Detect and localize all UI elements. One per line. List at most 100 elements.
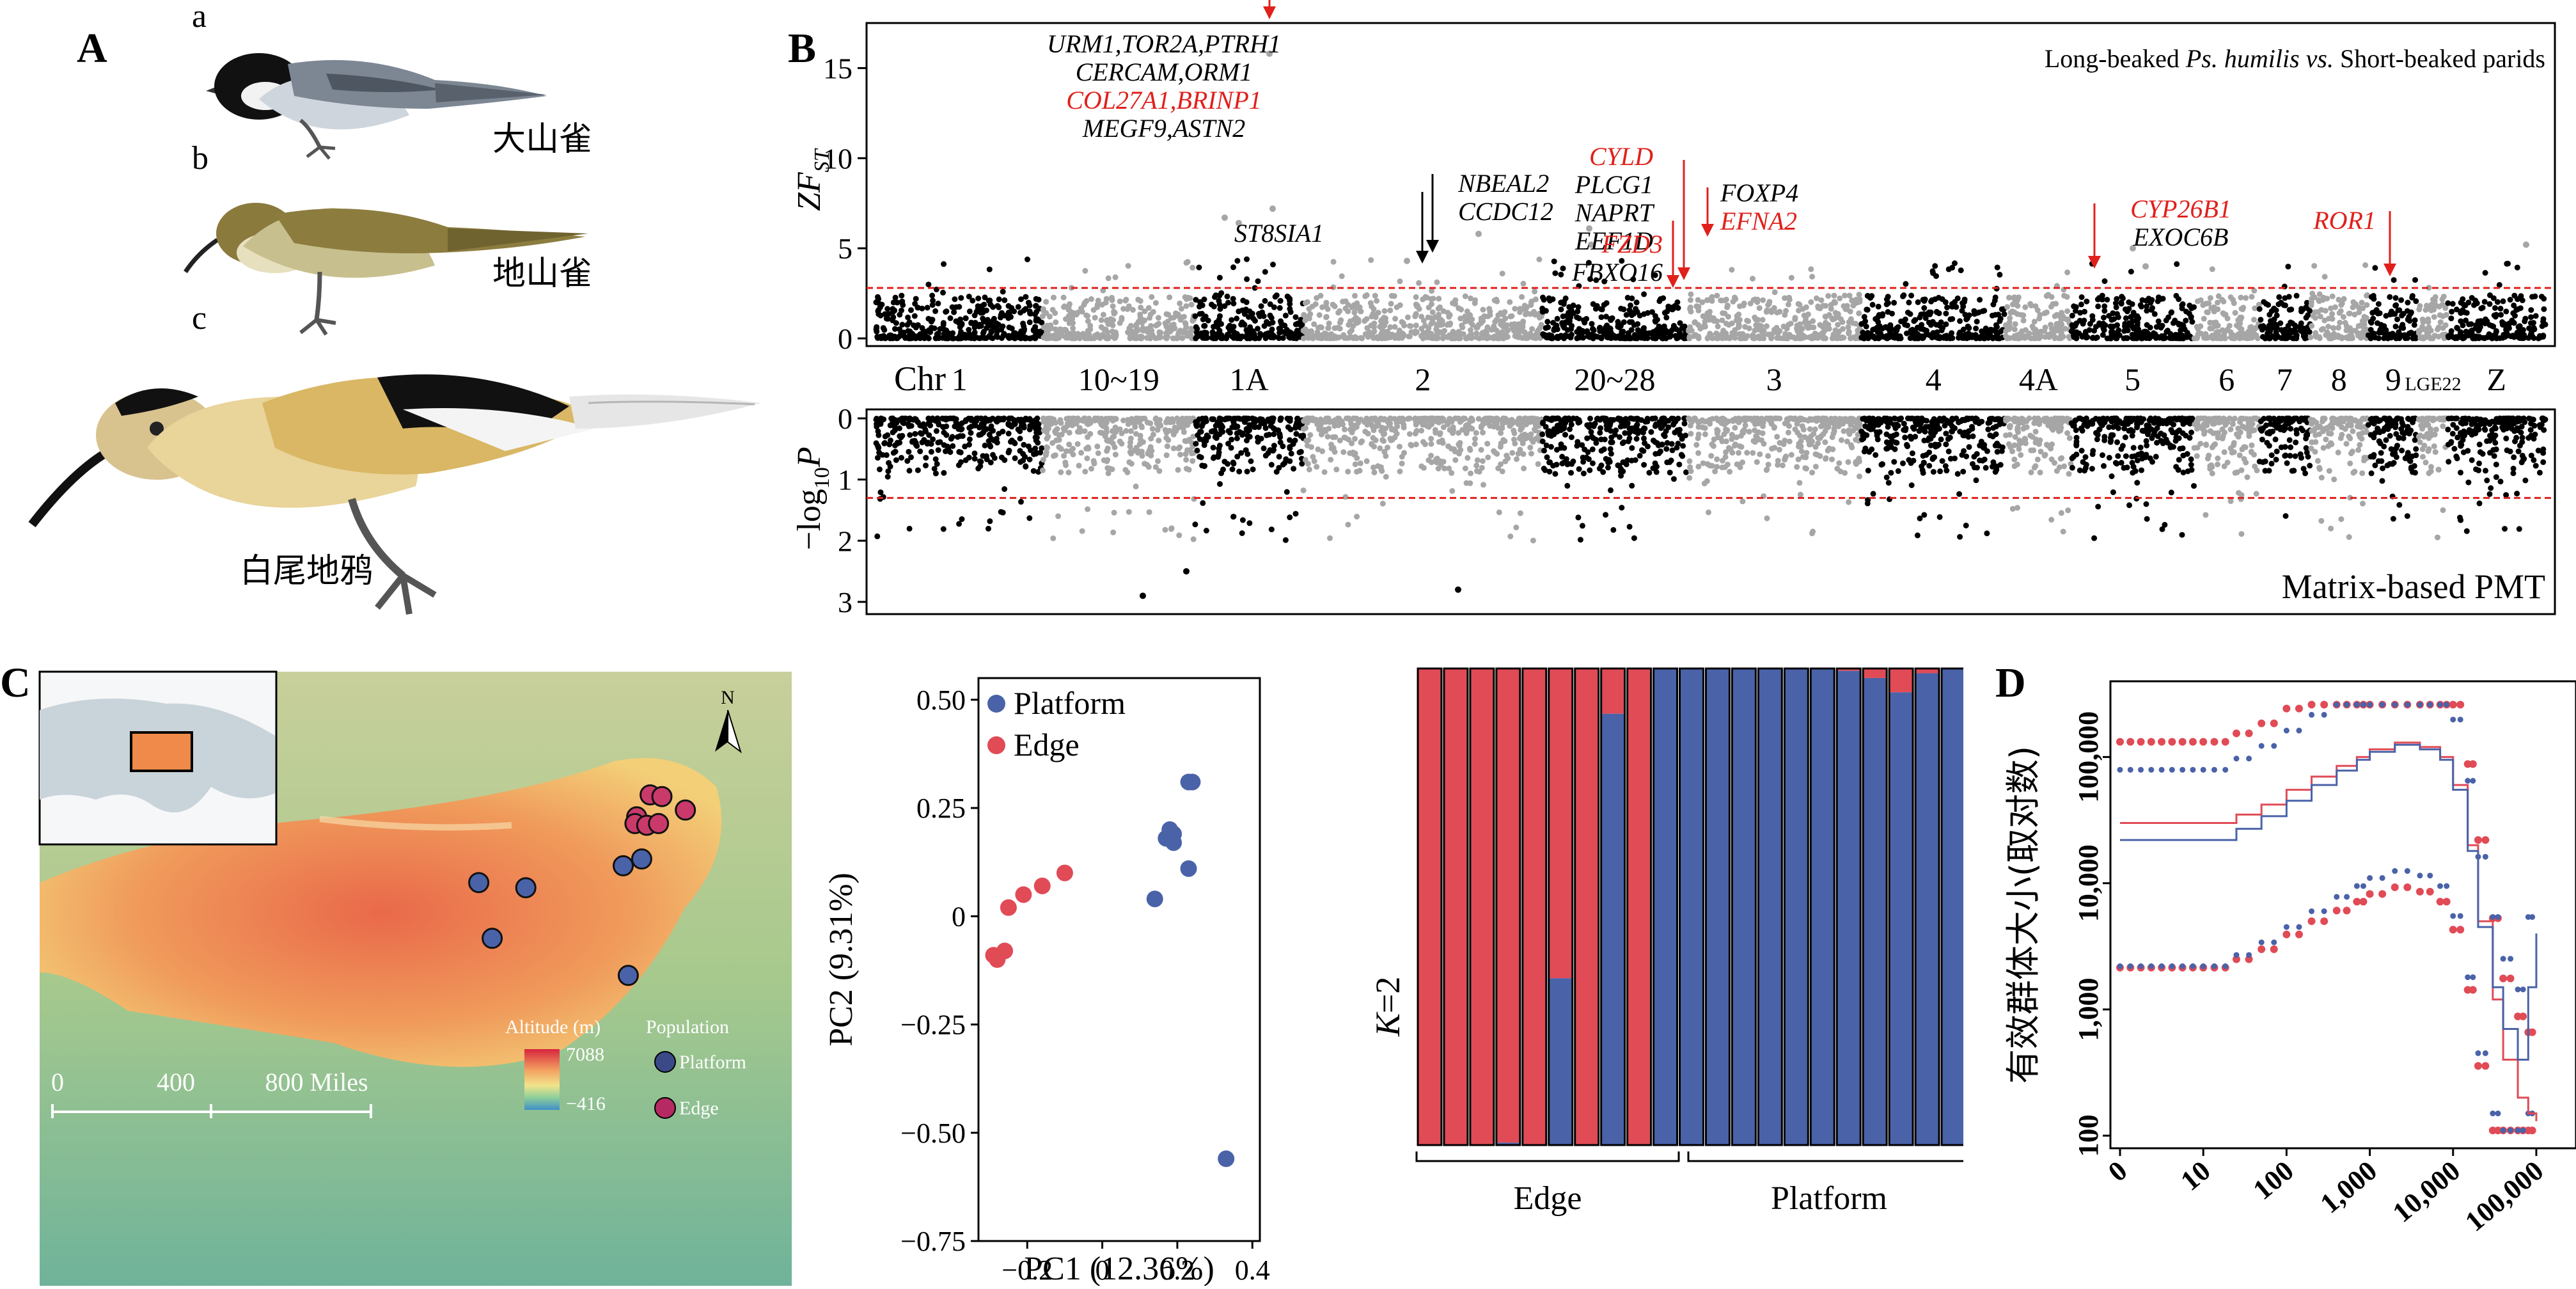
chromosome-label: 4A <box>2019 361 2058 397</box>
bootstrap-dot <box>2222 738 2229 746</box>
admixture-individual <box>1418 668 1441 1145</box>
admixture-individual <box>1628 668 1651 1145</box>
zfst-chromosome-14 <box>2416 285 2449 341</box>
bootstrap-dot <box>2392 702 2398 708</box>
demography-y-tick: 1,000 <box>2073 977 2104 1041</box>
bootstrap-dot <box>2334 702 2339 708</box>
bootstrap-dot <box>2392 868 2398 874</box>
bootstrap-dot <box>2117 963 2123 969</box>
bootstrap-dot <box>2179 963 2185 969</box>
pca-y-tick: 0.25 <box>916 793 966 824</box>
platform-site <box>469 873 489 892</box>
demography-x-tick: 0 <box>2102 1155 2133 1188</box>
zfst-axis-label: ZFST <box>791 148 834 211</box>
pmt-chromosome-13 <box>2366 416 2419 522</box>
admixture-individual <box>1732 668 1755 1145</box>
bootstrap-dot <box>2271 743 2277 749</box>
bootstrap-dot <box>2529 1029 2536 1036</box>
bootstrap-dot <box>2343 906 2351 914</box>
bootstrap-dot <box>2426 888 2434 896</box>
bootstrap-dot <box>2233 729 2240 737</box>
zfst-outlier <box>1404 258 1410 264</box>
zfst-chromosome-13 <box>2366 265 2419 341</box>
platform-site <box>483 929 502 948</box>
bootstrap-dot <box>2437 702 2443 708</box>
bootstrap-dot <box>2449 926 2457 933</box>
bootstrap-dot <box>2508 956 2513 961</box>
chromosome-label: 20~28 <box>1574 361 1655 397</box>
bootstrap-dot <box>2360 702 2366 708</box>
bootstrap-dot <box>2366 890 2374 898</box>
zfst-chromosome-10 <box>2192 266 2262 341</box>
bootstrap-dot <box>2465 778 2470 784</box>
group-label-platform: Platform <box>1771 1180 1887 1217</box>
bootstrap-dot <box>2190 767 2195 773</box>
bootstrap-dot <box>2308 917 2316 925</box>
pmt-outlier <box>1183 568 1190 574</box>
bootstrap-dot <box>2490 1111 2495 1116</box>
panel-a: A a 大山雀 b 地山雀 c 白尾地鸦 <box>0 0 767 640</box>
bootstrap-dot <box>2474 836 2482 844</box>
bootstrap-dot <box>2309 712 2314 718</box>
bootstrap-dot <box>2128 963 2133 969</box>
bootstrap-dot <box>2515 1128 2521 1134</box>
bootstrap-dot <box>2246 755 2252 761</box>
bootstrap-dot <box>2344 702 2350 708</box>
admixture-individual <box>1444 668 1468 1145</box>
admixture-individual <box>1837 668 1860 1145</box>
bootstrap-dot <box>2529 914 2535 920</box>
pca-point-edge <box>1015 886 1032 903</box>
bootstrap-dot <box>2520 1128 2526 1134</box>
pca-y-tick: −0.75 <box>900 1226 966 1257</box>
bootstrap-dot <box>2380 702 2385 708</box>
k-label: K=2 <box>1369 977 1407 1038</box>
bootstrap-dot <box>2469 986 2477 993</box>
pca-point-platform <box>1218 1150 1234 1167</box>
chromosome-label: 1 <box>952 361 968 397</box>
bootstrap-dot <box>2437 883 2443 889</box>
bootstrap-dot <box>2210 738 2218 746</box>
bootstrap-dot <box>2271 940 2277 945</box>
bootstrap-dot <box>2450 913 2456 919</box>
gene-arrow-head <box>1677 267 1690 280</box>
bootstrap-dot <box>2321 712 2327 718</box>
bootstrap-dot <box>2211 963 2217 969</box>
bootstrap-dot <box>2295 705 2303 713</box>
bootstrap-dot <box>2320 917 2328 925</box>
gene-label-group: ROR1 <box>2313 206 2376 235</box>
platform-site <box>614 856 633 875</box>
bootstrap-dot <box>2148 963 2154 969</box>
pca-points <box>985 773 1234 1167</box>
admixture-individual <box>1575 668 1599 1145</box>
bootstrap-dot <box>2507 975 2515 983</box>
bootstrap-dot <box>2270 720 2278 727</box>
bootstrap-dot <box>2138 963 2144 969</box>
admixture-individual <box>1915 668 1939 1145</box>
chromosome-label: LGE22 <box>2405 374 2461 395</box>
zfst-chromosome-7 <box>1858 260 2007 342</box>
zfst-chromosome-2 <box>1040 259 1197 342</box>
bird-c-letter: c <box>192 299 207 337</box>
bootstrap-dot <box>2499 975 2507 983</box>
demography-line <box>2120 745 2536 1059</box>
bootstrap-dot <box>2284 924 2289 930</box>
bootstrap-dot <box>2519 1013 2527 1020</box>
chromosome-label: 8 <box>2331 361 2347 397</box>
bootstrap-dot <box>2360 883 2366 889</box>
bootstrap-dot <box>2501 956 2506 961</box>
pmt-chromosome-8 <box>2003 416 2074 535</box>
bootstrap-dot <box>2295 931 2303 938</box>
bootstrap-dot <box>2458 716 2463 722</box>
pca-point-edge <box>1000 899 1017 916</box>
bootstrap-dot <box>2179 767 2185 773</box>
admixture-individual <box>1889 668 1913 1145</box>
pmt-chromosome-6 <box>1686 416 1864 537</box>
bootstrap-dot <box>2417 702 2423 708</box>
